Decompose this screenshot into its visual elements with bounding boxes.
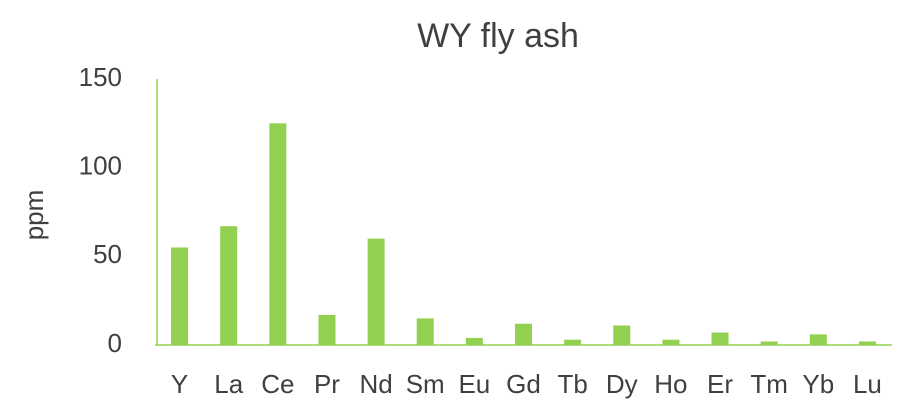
y-tick-label: 0: [108, 328, 122, 358]
x-tick-label: Eu: [458, 369, 490, 399]
x-tick-label: Gd: [506, 369, 541, 399]
bar: [711, 332, 729, 345]
y-axis-label: ppm: [19, 190, 49, 241]
chart-title: WY fly ash: [417, 17, 579, 55]
y-tick-label: 100: [79, 151, 122, 181]
bar: [220, 226, 238, 345]
y-tick-label: 150: [79, 62, 122, 92]
bar: [269, 123, 287, 345]
bar: [662, 339, 680, 345]
bar: [465, 337, 483, 345]
x-tick-label: Y: [171, 369, 188, 399]
x-tick-label: Nd: [359, 369, 392, 399]
x-tick-label: Er: [707, 369, 733, 399]
bar: [367, 238, 385, 345]
x-tick-label: Ce: [261, 369, 294, 399]
x-tick-label: Yb: [802, 369, 834, 399]
bar: [760, 341, 778, 345]
bar: [171, 247, 189, 345]
x-tick-label: Sm: [406, 369, 445, 399]
bar: [416, 318, 434, 345]
x-tick-label: Dy: [606, 369, 638, 399]
x-tick-label: Ho: [654, 369, 687, 399]
bar: [564, 339, 582, 345]
y-tick-label: 50: [93, 239, 122, 269]
x-tick-label: Lu: [853, 369, 882, 399]
bar: [858, 341, 876, 345]
bar: [515, 323, 532, 345]
bar: [809, 334, 827, 345]
x-tick-label: Pr: [314, 369, 340, 399]
bar: [318, 314, 336, 345]
x-tick-label: La: [214, 369, 243, 399]
bar: [613, 325, 631, 345]
x-tick-label: Tm: [750, 369, 788, 399]
x-tick-label: Tb: [557, 369, 587, 399]
